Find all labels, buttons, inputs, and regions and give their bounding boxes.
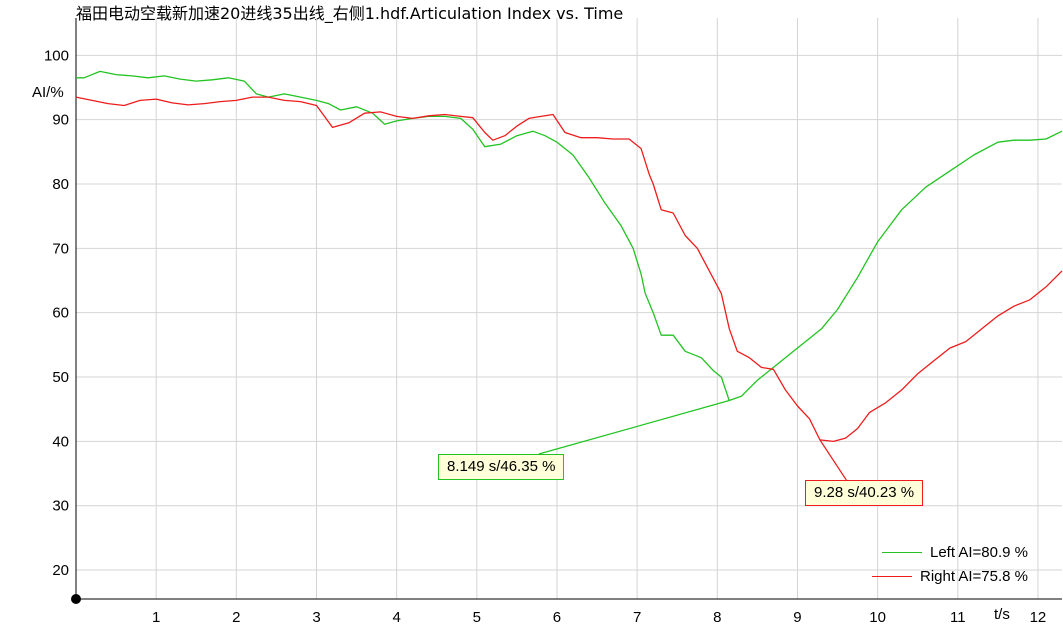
legend-swatch-right (872, 575, 912, 577)
axis-origin-marker (71, 594, 81, 604)
y-axis-label: AI/% (32, 84, 64, 101)
y-tick-label: 20 (52, 562, 69, 579)
y-tick-label: 90 (52, 112, 69, 129)
legend: Left AI=80.9 % Right AI=75.8 % (872, 540, 1028, 588)
x-axis-label: t/s (994, 606, 1010, 623)
x-tick-label: 3 (312, 609, 320, 626)
y-tick-label: 80 (52, 176, 69, 193)
annotation-leader-left (538, 399, 730, 455)
annotation-right-min: 9.28 s/40.23 % (805, 480, 924, 506)
x-tick-label: 1 (152, 609, 160, 626)
chart-title: 福田电动空载新加速20进线35出线_右侧1.hdf.Articulation I… (76, 4, 624, 23)
annotation-leaders (538, 399, 847, 481)
y-tick-label: 100 (44, 47, 69, 64)
axes (71, 18, 1062, 604)
legend-label-right: Right AI=75.8 % (920, 567, 1028, 585)
annotation-leader-right (819, 439, 847, 481)
legend-label-left: Left AI=80.9 % (930, 543, 1028, 561)
grid (76, 18, 1062, 599)
series-line-left (76, 70, 1063, 402)
legend-item-right: Right AI=75.8 % (872, 564, 1028, 588)
y-tick-label: 70 (52, 240, 69, 257)
x-tick-label: 9 (793, 609, 801, 626)
series-line-right (75, 96, 1063, 443)
y-tick-label: 60 (52, 305, 69, 322)
legend-swatch-left (882, 551, 922, 553)
x-tick-label: 4 (392, 609, 400, 626)
x-tick-label: 7 (633, 609, 641, 626)
y-tick-label: 30 (52, 498, 69, 515)
x-tick-label: 2 (232, 609, 240, 626)
y-tick-label: 40 (52, 433, 69, 450)
x-tick-label: 10 (869, 609, 886, 626)
x-tick-label: 6 (553, 609, 561, 626)
annotation-left-min: 8.149 s/46.35 % (438, 454, 565, 480)
x-tick-label: 8 (713, 609, 721, 626)
x-tick-label: 5 (473, 609, 481, 626)
y-tick-label: 50 (52, 369, 69, 386)
series-lines (75, 70, 1063, 443)
x-tick-label: 11 (950, 609, 966, 626)
x-tick-label: 12 (1030, 609, 1047, 626)
legend-item-left: Left AI=80.9 % (872, 540, 1028, 564)
